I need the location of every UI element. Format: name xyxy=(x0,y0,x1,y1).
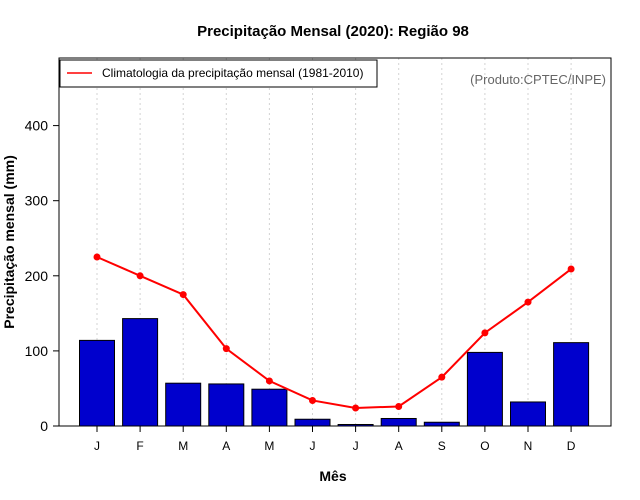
climatology-point-12 xyxy=(567,265,575,273)
x-tick-label: J xyxy=(310,439,316,453)
climatology-point-8 xyxy=(395,402,403,410)
x-tick-label: D xyxy=(567,439,576,453)
climatology-point-1 xyxy=(93,253,101,261)
plot-frame xyxy=(58,57,612,427)
legend-label-climatology: Climatologia da precipitação mensal (198… xyxy=(102,66,363,80)
climatology-point-2 xyxy=(136,272,144,280)
x-tick-label: S xyxy=(438,439,446,453)
y-tick-label: 300 xyxy=(25,193,49,209)
y-tick-label: 100 xyxy=(25,343,49,359)
y-axis: 0 100 200 300 400 xyxy=(25,118,59,434)
bar-o-10 xyxy=(466,351,503,427)
bar-series xyxy=(79,318,590,427)
x-tick-label: J xyxy=(94,439,100,453)
legend: Climatologia da precipitação mensal (198… xyxy=(59,59,378,88)
product-credit: (Produto:CPTEC/INPE) xyxy=(470,72,606,87)
climatology-point-5 xyxy=(265,377,273,385)
y-tick-label: 400 xyxy=(25,118,49,134)
x-tick-label: A xyxy=(395,439,403,453)
climatology-point-11 xyxy=(524,298,532,306)
bar-s-9 xyxy=(423,421,460,427)
climatology-line xyxy=(96,256,572,409)
climatology-point-4 xyxy=(222,345,230,353)
climatology-point-10 xyxy=(481,329,489,337)
climatology-point-9 xyxy=(438,373,446,381)
climatology-point-7 xyxy=(352,404,360,412)
bar-j-1 xyxy=(79,339,115,427)
x-tick-label: M xyxy=(264,439,274,453)
legend-box xyxy=(59,59,378,88)
x-tick-label: F xyxy=(136,439,143,453)
bar-a-4 xyxy=(208,383,245,427)
bar-m-3 xyxy=(165,382,202,427)
climatology-point-6 xyxy=(309,396,316,404)
y-tick-label: 0 xyxy=(40,418,48,434)
x-tick-label: N xyxy=(524,439,533,453)
x-axis-label: Mês xyxy=(319,468,346,484)
chart-title: Precipitação Mensal (2020): Região 98 xyxy=(197,23,469,40)
y-tick-label: 200 xyxy=(25,268,49,284)
y-axis-label: Precipitação mensal (mm) xyxy=(1,155,17,329)
climatology-point-3 xyxy=(179,291,187,299)
bar-a-8 xyxy=(380,417,417,427)
climatology-series xyxy=(93,253,575,412)
bar-m-5 xyxy=(251,388,288,427)
bar-n-11 xyxy=(510,401,546,427)
x-tick-label: M xyxy=(178,439,188,453)
bar-f-2 xyxy=(122,318,159,427)
x-tick-label: A xyxy=(222,439,230,453)
x-tick-label: O xyxy=(480,439,489,453)
bar-j-6 xyxy=(294,418,331,427)
x-tick-label: J xyxy=(353,439,359,453)
bar-d-12 xyxy=(553,342,590,427)
